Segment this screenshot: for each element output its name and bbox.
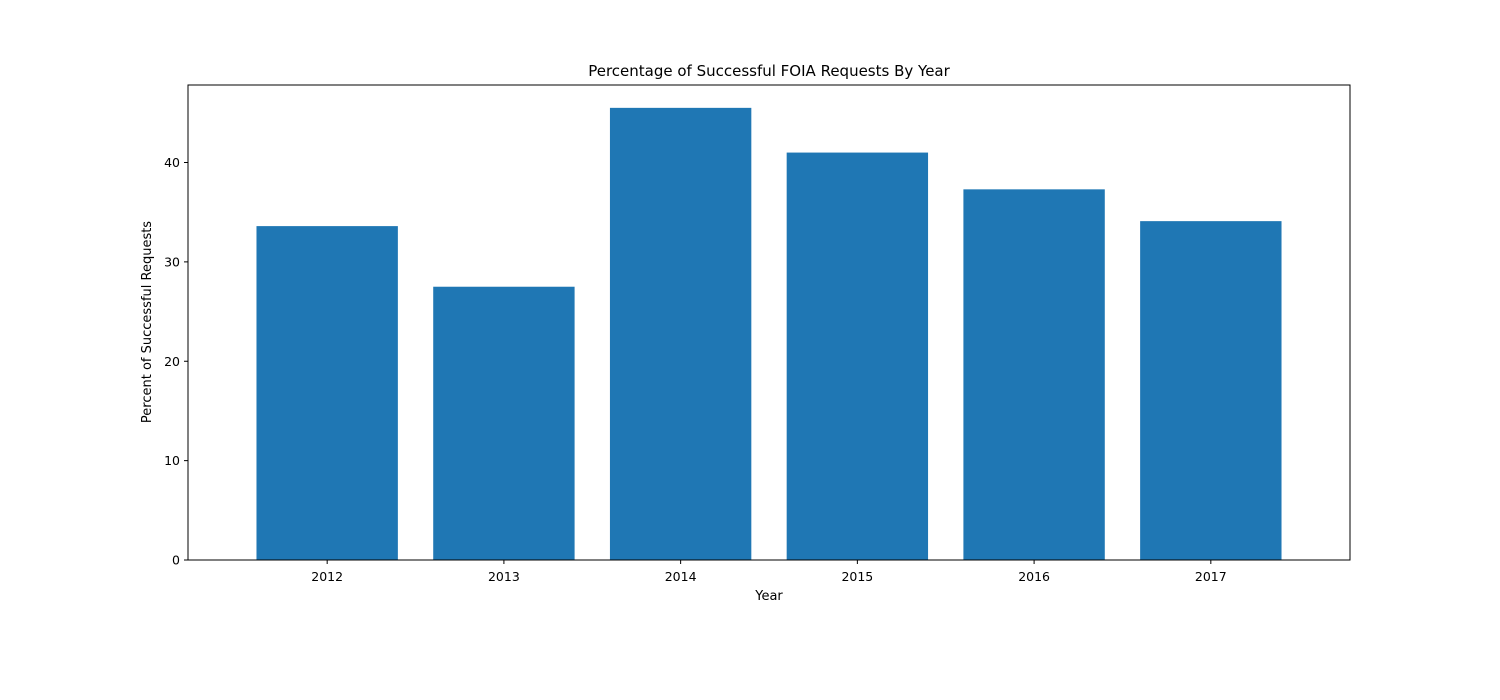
x-tick-label: 2016: [1018, 569, 1050, 584]
bar-2012: [256, 226, 398, 561]
x-tick-label: 2012: [311, 569, 343, 584]
plot-frame: [187, 84, 1351, 561]
bars-group: [256, 107, 1282, 561]
bar-2014: [609, 107, 752, 560]
bar-2016: [963, 189, 1105, 560]
bar-2013: [433, 286, 575, 560]
y-tick-label: 30: [164, 254, 180, 269]
chart-title: Percentage of Successful FOIA Requests B…: [588, 62, 950, 80]
x-axis-label: Year: [754, 589, 783, 604]
bar-2017: [1140, 221, 1282, 560]
y-axis-ticks: 0 10 20 30 40: [164, 155, 188, 568]
y-tick-label: 20: [164, 354, 180, 369]
y-tick-label: 0: [172, 553, 180, 568]
bar-2015: [786, 152, 929, 560]
x-tick-label: 2015: [841, 569, 873, 584]
x-axis-ticks: 2012 2013 2014 2015 2016 2017: [311, 560, 1227, 584]
x-tick-label: 2014: [665, 569, 697, 584]
x-tick-label: 2017: [1195, 569, 1227, 584]
y-tick-label: 10: [164, 453, 180, 468]
x-tick-label: 2013: [488, 569, 520, 584]
y-axis-label: Percent of Successful Requests: [140, 221, 155, 423]
y-tick-label: 40: [164, 155, 180, 170]
